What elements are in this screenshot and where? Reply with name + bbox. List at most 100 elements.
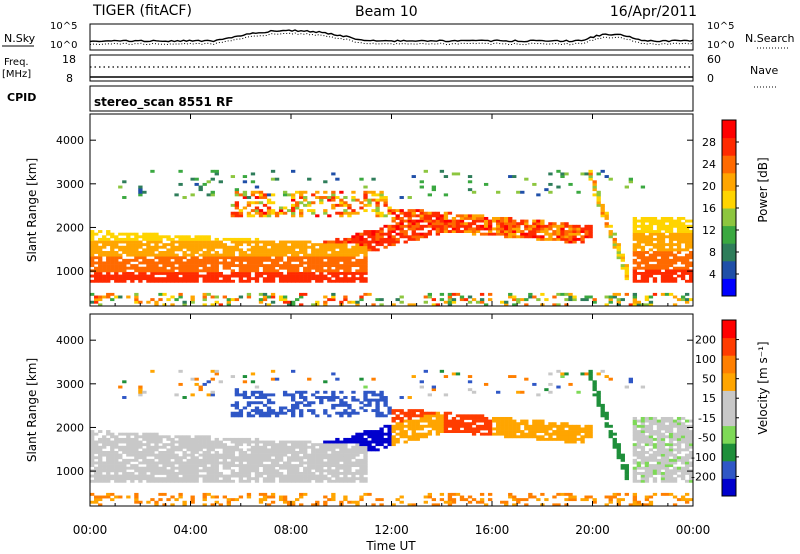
- velocity-cell: [250, 372, 256, 376]
- velocity-cell: [648, 464, 654, 468]
- velocity-cell: [572, 498, 577, 502]
- velocity-cell: [632, 466, 638, 470]
- power-cell: [407, 222, 412, 226]
- power-cell: [564, 240, 569, 244]
- velocity-cell: [684, 479, 690, 483]
- velocity-cell: [210, 456, 215, 460]
- power-cell: [580, 227, 585, 231]
- velocity-cell: [142, 432, 147, 436]
- power-cell: [660, 264, 666, 268]
- velocity-cell: [146, 469, 151, 473]
- power-cell: [146, 240, 151, 244]
- velocity-cell: [664, 416, 670, 420]
- power-cell: [355, 198, 360, 202]
- velocity-cell: [166, 471, 171, 475]
- velocity-cell: [182, 500, 187, 504]
- velocity-cell: [126, 474, 131, 478]
- power-cell: [202, 266, 207, 270]
- velocity-cell: [182, 435, 187, 439]
- power-cell: [411, 224, 416, 228]
- velocity-cell: [126, 443, 131, 447]
- power-cell: [351, 253, 356, 257]
- velocity-cell: [383, 403, 388, 407]
- velocity-cell: [367, 432, 372, 436]
- velocity-cell: [174, 456, 179, 460]
- power-cell: [556, 230, 561, 233]
- cpid-value: stereo_scan 8551 RF: [94, 95, 233, 110]
- velocity-cell: [664, 461, 670, 465]
- power-cell: [262, 243, 268, 247]
- velocity-cell: [266, 393, 272, 397]
- power-cell: [347, 251, 352, 254]
- velocity-cell: [628, 380, 633, 384]
- power-cell: [311, 274, 316, 278]
- power-cell: [676, 258, 682, 262]
- power-cell: [644, 298, 650, 302]
- power-cell: [427, 219, 432, 223]
- power-cell: [226, 264, 231, 268]
- velocity-cell: [648, 471, 654, 475]
- power-cell: [487, 298, 493, 302]
- velocity-cell: [427, 422, 432, 426]
- velocity-cell: [407, 419, 412, 423]
- power-cell: [282, 193, 288, 197]
- power-cell: [226, 251, 231, 254]
- power-cell: [439, 230, 445, 233]
- power-cell: [572, 240, 577, 244]
- velocity-cell: [258, 409, 264, 413]
- power-cell: [134, 277, 139, 281]
- power-cell: [102, 274, 107, 278]
- power-cell: [383, 245, 388, 249]
- power-cell: [688, 261, 694, 265]
- velocity-cell: [154, 440, 159, 444]
- power-cell: [274, 274, 280, 278]
- velocity-cell: [664, 451, 670, 454]
- velocity-cell: [536, 427, 541, 431]
- velocity-cell: [339, 448, 344, 452]
- power-cell: [660, 227, 666, 231]
- velocity-cell: [134, 445, 139, 449]
- power-cell: [668, 274, 674, 278]
- velocity-cell: [307, 401, 312, 405]
- velocity-cell: [170, 453, 175, 457]
- velocity-cell: [286, 440, 292, 444]
- power-cell: [327, 298, 332, 302]
- power-cell: [238, 248, 244, 252]
- velocity-cell: [471, 422, 477, 426]
- velocity-cell: [459, 422, 465, 426]
- power-cell: [118, 295, 123, 299]
- velocity-cell: [339, 458, 344, 462]
- velocity-cell: [471, 427, 477, 431]
- power-cell: [363, 277, 368, 281]
- velocity-cell: [624, 477, 629, 481]
- velocity-cell: [278, 453, 284, 457]
- velocity-cell: [391, 503, 396, 507]
- power-cell: [403, 219, 408, 223]
- power-cell: [572, 230, 577, 233]
- velocity-cell: [142, 461, 147, 465]
- velocity-cell: [218, 456, 223, 460]
- power-cell: [347, 266, 352, 270]
- power-cell: [648, 235, 654, 239]
- velocity-cell: [118, 432, 123, 436]
- velocity-cell: [355, 440, 360, 444]
- velocity-cell: [323, 380, 328, 384]
- velocity-cell: [572, 440, 577, 444]
- velocity-cell: [512, 419, 517, 423]
- power-cell: [182, 243, 187, 247]
- power-cell: [415, 235, 420, 239]
- power-cell: [186, 258, 191, 262]
- velocity-cell: [664, 419, 670, 423]
- power-cell: [134, 292, 139, 296]
- velocity-cell: [291, 471, 296, 475]
- velocity-cell: [90, 432, 95, 436]
- velocity-cell: [656, 471, 662, 475]
- power-cell: [548, 182, 553, 186]
- power-cell: [274, 261, 280, 265]
- power-cell: [359, 251, 364, 254]
- power-cell: [266, 258, 272, 262]
- power-cell: [114, 245, 119, 249]
- velocity-cell: [616, 503, 621, 507]
- velocity-cell: [194, 443, 199, 447]
- velocity-cell: [331, 396, 336, 399]
